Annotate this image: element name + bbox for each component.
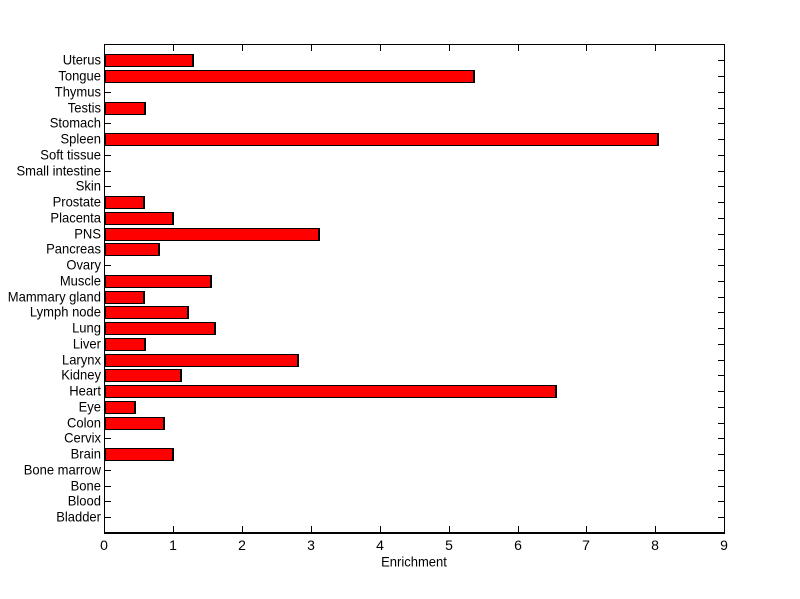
svg-text:Brain: Brain: [71, 446, 101, 462]
svg-text:Bone: Bone: [71, 478, 102, 494]
svg-text:9: 9: [720, 537, 728, 553]
svg-text:Skin: Skin: [76, 178, 101, 194]
svg-text:7: 7: [582, 537, 590, 553]
svg-text:Prostate: Prostate: [53, 194, 102, 210]
svg-text:Kidney: Kidney: [61, 367, 101, 383]
svg-text:Pancreas: Pancreas: [46, 241, 101, 257]
svg-text:PNS: PNS: [74, 226, 101, 242]
svg-text:Ovary: Ovary: [66, 257, 101, 273]
svg-text:4: 4: [376, 537, 384, 553]
svg-text:Cervix: Cervix: [64, 430, 101, 446]
svg-text:Lung: Lung: [72, 320, 101, 336]
svg-text:3: 3: [307, 537, 315, 553]
svg-text:Eye: Eye: [79, 399, 102, 415]
svg-text:Muscle: Muscle: [60, 273, 101, 289]
svg-text:5: 5: [445, 537, 453, 553]
svg-text:Small intestine: Small intestine: [16, 163, 101, 179]
svg-text:Enrichment: Enrichment: [381, 554, 447, 570]
svg-text:Bladder: Bladder: [56, 509, 101, 525]
svg-text:Larynx: Larynx: [62, 352, 101, 368]
svg-text:Spleen: Spleen: [61, 131, 101, 147]
svg-text:2: 2: [238, 537, 246, 553]
svg-text:Blood: Blood: [68, 493, 101, 509]
svg-text:Uterus: Uterus: [63, 52, 101, 68]
svg-text:Mammary gland: Mammary gland: [8, 289, 101, 305]
svg-text:Tongue: Tongue: [58, 68, 101, 84]
svg-text:Testis: Testis: [68, 100, 101, 116]
svg-text:8: 8: [651, 537, 659, 553]
svg-text:Soft tissue: Soft tissue: [40, 147, 101, 163]
svg-text:6: 6: [514, 537, 522, 553]
svg-text:Placenta: Placenta: [50, 210, 101, 226]
svg-text:Colon: Colon: [67, 415, 101, 431]
svg-text:Bone marrow: Bone marrow: [24, 462, 102, 478]
svg-text:Liver: Liver: [73, 336, 101, 352]
svg-text:0: 0: [100, 537, 108, 553]
svg-text:Stomach: Stomach: [50, 115, 101, 131]
svg-text:Heart: Heart: [69, 383, 101, 399]
svg-text:Lymph node: Lymph node: [30, 304, 101, 320]
svg-text:1: 1: [169, 537, 177, 553]
svg-text:Thymus: Thymus: [55, 84, 101, 100]
